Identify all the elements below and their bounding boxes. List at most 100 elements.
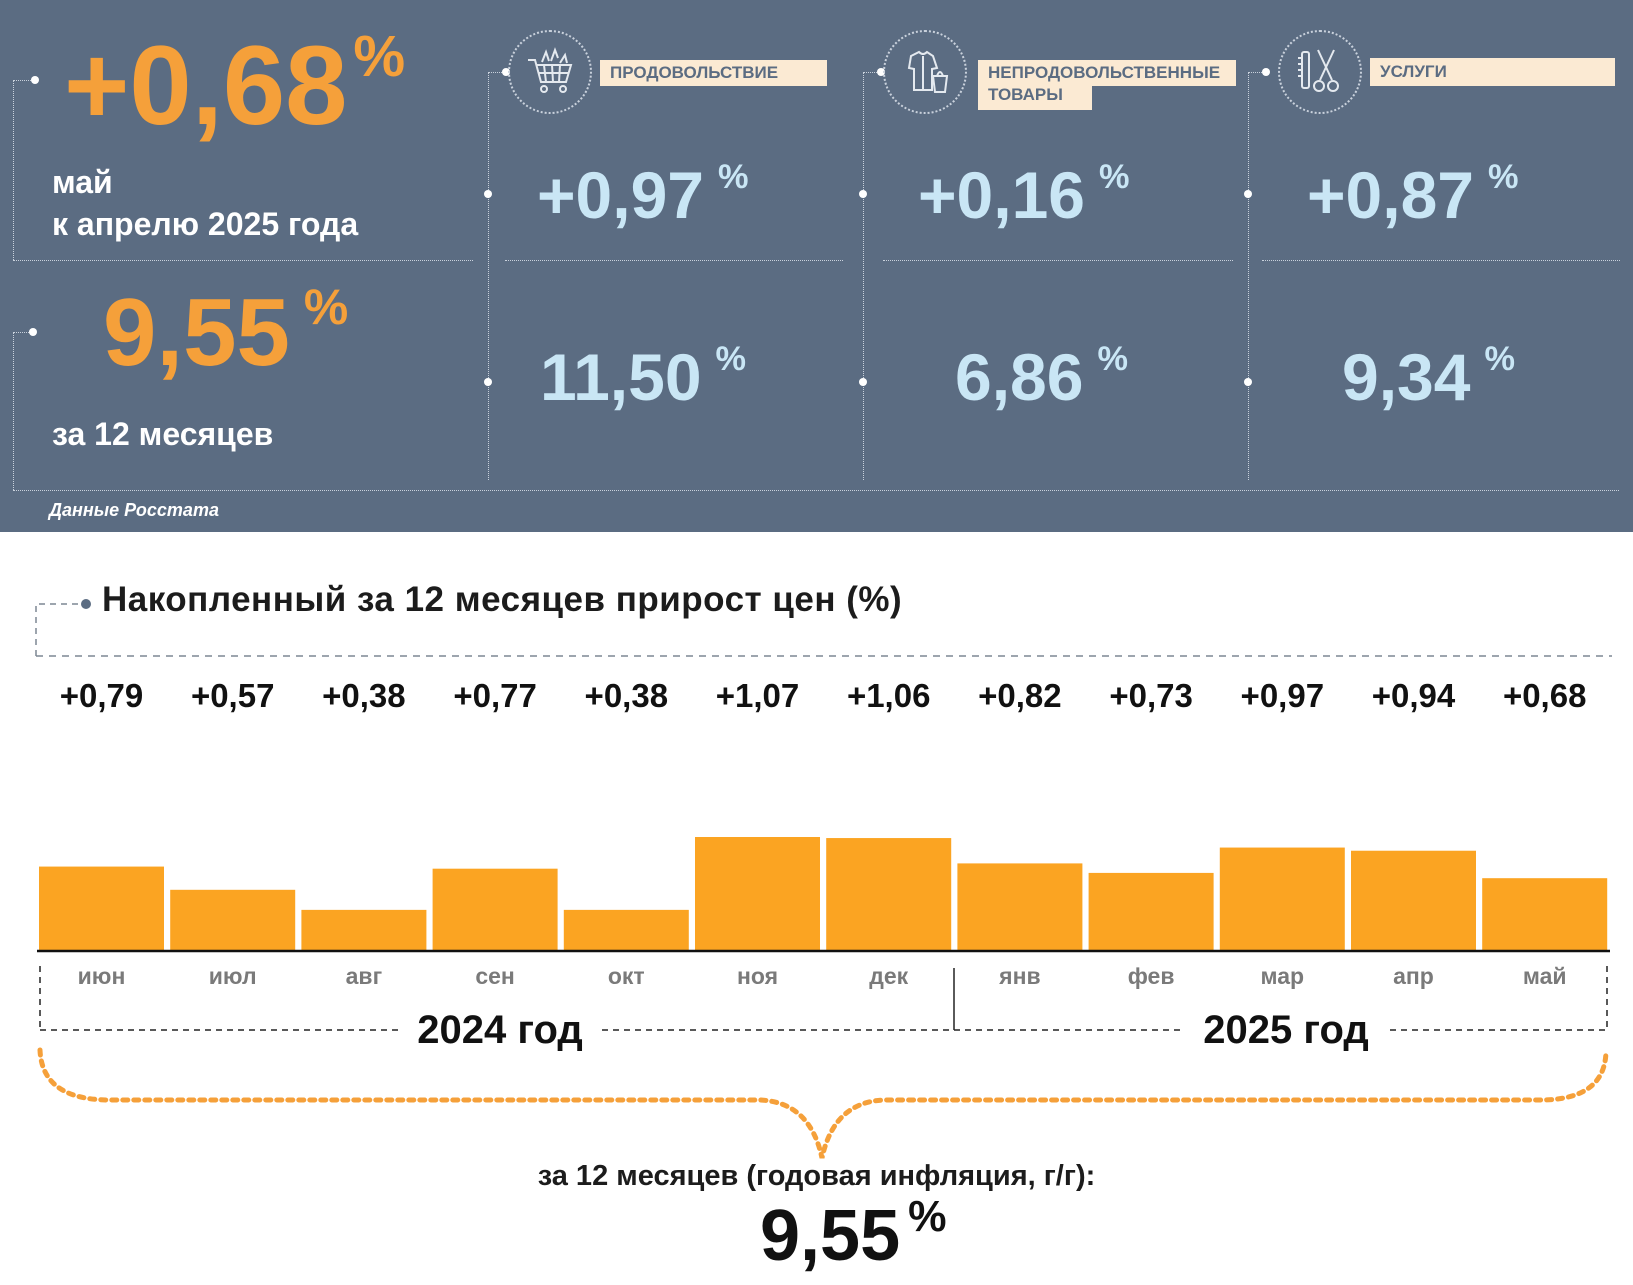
bullet-dot <box>1262 68 1270 76</box>
percent-sign: % <box>715 340 747 378</box>
value-label-окт: +0,38 <box>585 677 669 714</box>
guide-line <box>13 490 1619 491</box>
month-label-авг: авг <box>346 963 383 989</box>
year-label-2025: 2025 год <box>1203 1008 1369 1052</box>
month-labels-group: июн июл авг сен окт ноя дек янв фев мар апр май <box>78 963 1567 989</box>
month-label-окт: окт <box>608 963 645 989</box>
month-label-мар: мар <box>1261 963 1305 989</box>
value-label-фев: +0,73 <box>1109 677 1193 714</box>
month-label-июн: июн <box>78 963 126 989</box>
bullet-dot <box>859 190 867 198</box>
value-label-июн: +0,79 <box>60 677 144 714</box>
bullet-dot <box>502 68 510 76</box>
value-label-апр: +0,94 <box>1372 677 1456 714</box>
percent-sign: % <box>303 279 349 335</box>
percent-sign: % <box>908 1193 947 1241</box>
title-bullet-dot <box>81 599 91 609</box>
bullet-dot <box>484 190 492 198</box>
services-annual-value: 9,34% <box>1342 340 1515 414</box>
value-label-ноя: +1,07 <box>716 677 800 714</box>
monthly-caption-month: май <box>52 164 113 200</box>
bar-июл <box>170 889 296 950</box>
bar-ноя <box>695 837 820 950</box>
clothing-bag-icon <box>907 50 949 93</box>
bar-окт <box>563 909 689 950</box>
guide-line <box>1248 72 1249 480</box>
nonfood-annual-value: 6,86% <box>955 340 1128 414</box>
bullet-dot <box>1244 378 1252 386</box>
title-connector-line <box>35 603 80 656</box>
guide-line <box>13 332 14 490</box>
month-label-апр: апр <box>1393 963 1434 989</box>
bar-фев <box>1088 872 1214 950</box>
shopping-cart-icon <box>528 47 573 93</box>
bullet-dot <box>1244 190 1252 198</box>
summary-annual-value: 9,55% <box>760 1193 947 1276</box>
food-annual-value: 11,50% <box>540 340 747 414</box>
comb-scissors-icon <box>1298 49 1339 92</box>
category-label-nonfood-line2: ТОВАРЫ <box>978 84 1092 110</box>
month-label-сен: сен <box>475 963 514 989</box>
nonfood-monthly-value: +0,16% <box>918 158 1130 232</box>
bullet-dot <box>877 68 885 76</box>
percent-sign: % <box>1099 158 1130 196</box>
value-label-авг: +0,38 <box>322 677 406 714</box>
month-label-дек: дек <box>869 963 908 989</box>
guide-line <box>488 72 506 73</box>
services-icon-badge <box>1278 30 1362 114</box>
guide-line <box>1262 260 1620 261</box>
category-label-nonfood: НЕПРОДОВОЛЬСТВЕННЫЕ <box>978 60 1236 86</box>
nonfood-icon-badge <box>883 30 967 114</box>
bar-авг <box>301 909 427 950</box>
monthly-inflation-value: +0,68% <box>64 23 406 148</box>
bar-июн <box>39 866 164 950</box>
month-label-ноя: ноя <box>737 963 778 989</box>
guide-line <box>13 80 14 260</box>
bullet-dot <box>29 328 37 336</box>
guide-line <box>1248 72 1266 73</box>
bullet-dot <box>859 378 867 386</box>
guide-line <box>488 72 489 480</box>
annual-caption: за 12 месяцев <box>52 416 274 452</box>
value-label-дек: +1,06 <box>847 677 931 714</box>
month-label-май: май <box>1523 963 1567 989</box>
services-monthly-value: +0,87% <box>1307 158 1519 232</box>
bar-май <box>1482 878 1608 950</box>
value-labels-group: +0,79 +0,57 +0,38 +0,77 +0,38 +1,07 +1,06 +0,82… <box>60 677 1587 714</box>
bar-апр <box>1351 850 1476 950</box>
guide-line <box>505 260 843 261</box>
bar-дек <box>826 838 952 950</box>
guide-line <box>13 80 35 81</box>
percent-sign: % <box>1488 158 1519 196</box>
category-label-nonfood-line1: НЕПРОДОВОЛЬСТВЕННЫЕ <box>988 63 1221 82</box>
bullet-dot <box>31 76 39 84</box>
month-label-фев: фев <box>1128 963 1175 989</box>
percent-sign: % <box>1097 340 1128 378</box>
value-label-сен: +0,77 <box>453 677 537 714</box>
percent-sign: % <box>1484 340 1515 378</box>
year-label-2024: 2024 год <box>417 1008 583 1052</box>
category-label-food: ПРОДОВОЛЬСТВИЕ <box>600 60 827 86</box>
annual-inflation-value: 9,55% <box>103 279 349 386</box>
chart-title: Накопленный за 12 месяцев прирост цен (%… <box>102 580 903 619</box>
month-label-июл: июл <box>209 963 257 989</box>
monthly-caption-period: к апрелю 2025 года <box>52 206 359 242</box>
bars-group <box>39 837 1608 950</box>
value-label-май: +0,68 <box>1503 677 1587 714</box>
value-label-янв: +0,82 <box>978 677 1062 714</box>
guide-line <box>883 260 1233 261</box>
summary-brace <box>37 1047 1609 1159</box>
guide-line <box>863 72 864 480</box>
bar-сен <box>432 868 558 950</box>
bar-янв <box>957 863 1083 950</box>
month-label-янв: янв <box>998 963 1040 989</box>
value-label-июл: +0,57 <box>191 677 275 714</box>
summary-panel: +0,68% май к апрелю 2025 года 9,55% за 1… <box>0 0 1633 532</box>
food-monthly-value: +0,97% <box>537 158 749 232</box>
summary-caption: за 12 месяцев (годовая инфляция, г/г): <box>537 1160 1096 1192</box>
percent-sign: % <box>353 24 406 89</box>
bullet-dot <box>484 378 492 386</box>
food-icon-badge <box>508 30 592 114</box>
bar-мар <box>1219 847 1345 950</box>
guide-line <box>863 72 881 73</box>
